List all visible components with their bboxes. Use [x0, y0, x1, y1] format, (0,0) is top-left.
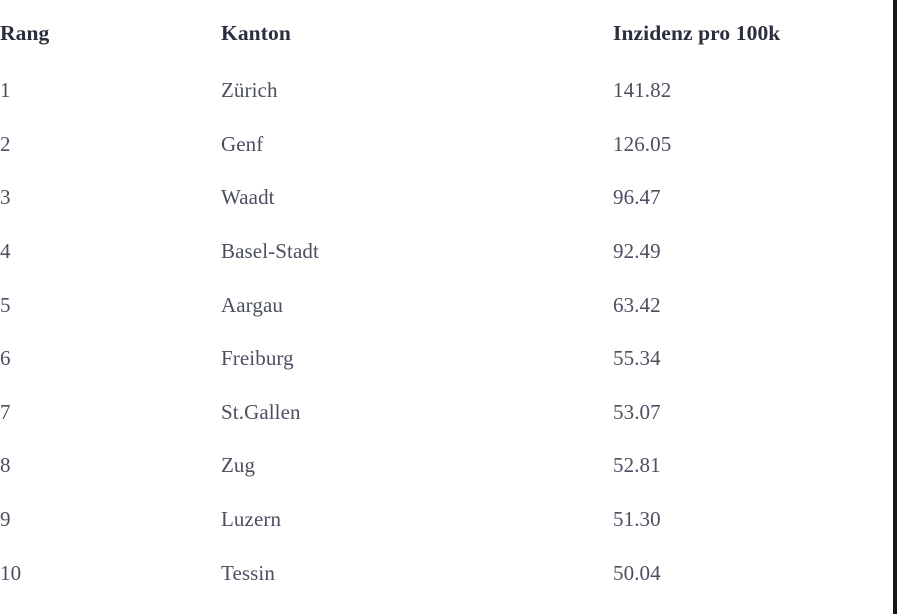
cell-rang: 3 [0, 185, 11, 210]
incidence-ranking-table: Rang Kanton Inzidenz pro 100k 1 Zürich 1… [0, 0, 893, 600]
cell-rang: 5 [0, 292, 11, 317]
cell-rang: 6 [0, 346, 11, 371]
cell-rang: 4 [0, 239, 11, 264]
cell-inzidenz: 63.42 [613, 292, 661, 317]
cell-kanton: Waadt [221, 185, 275, 210]
cell-inzidenz: 50.04 [613, 560, 661, 585]
table-header: Rang Kanton Inzidenz pro 100k [0, 0, 893, 64]
table-body: 1 Zürich 141.82 2 Genf 126.05 3 Waadt 96… [0, 64, 893, 600]
cell-inzidenz: 53.07 [613, 399, 661, 424]
cell-inzidenz: 51.30 [613, 507, 661, 532]
column-header-inzidenz: Inzidenz pro 100k [613, 20, 781, 45]
table-row: 5 Aargau 63.42 [0, 278, 893, 332]
cell-rang: 1 [0, 78, 11, 103]
table-row: 4 Basel-Stadt 92.49 [0, 225, 893, 279]
cell-rang: 10 [0, 560, 22, 585]
table-header-row: Rang Kanton Inzidenz pro 100k [0, 0, 893, 64]
cell-rang: 9 [0, 507, 11, 532]
table-row: 10 Tessin 50.04 [0, 546, 893, 600]
cell-kanton: Tessin [221, 560, 275, 585]
table-row: 8 Zug 52.81 [0, 439, 893, 493]
table-row: 7 St.Gallen 53.07 [0, 386, 893, 440]
cell-kanton: St.Gallen [221, 399, 301, 424]
column-header-rang: Rang [0, 20, 50, 45]
table-row: 6 Freiburg 55.34 [0, 332, 893, 386]
cell-inzidenz: 126.05 [613, 131, 672, 156]
cell-inzidenz: 55.34 [613, 346, 661, 371]
right-edge-rule [893, 0, 897, 614]
cell-inzidenz: 92.49 [613, 239, 661, 264]
cell-inzidenz: 96.47 [613, 185, 661, 210]
cell-kanton: Zug [221, 453, 256, 478]
cell-inzidenz: 52.81 [613, 453, 661, 478]
right-edge-margin [897, 0, 900, 614]
cell-kanton: Luzern [221, 507, 282, 532]
cell-kanton: Aargau [221, 292, 284, 317]
cell-kanton: Basel-Stadt [221, 239, 319, 264]
table-row: 3 Waadt 96.47 [0, 171, 893, 225]
cell-rang: 2 [0, 131, 11, 156]
cell-kanton: Genf [221, 131, 264, 156]
table-row: 2 Genf 126.05 [0, 118, 893, 172]
cell-rang: 7 [0, 399, 11, 424]
cell-kanton: Zürich [221, 78, 278, 103]
cell-kanton: Freiburg [221, 346, 294, 371]
table-row: 1 Zürich 141.82 [0, 64, 893, 118]
table-row: 9 Luzern 51.30 [0, 493, 893, 547]
cell-rang: 8 [0, 453, 11, 478]
cell-inzidenz: 141.82 [613, 78, 672, 103]
column-header-kanton: Kanton [221, 20, 291, 45]
